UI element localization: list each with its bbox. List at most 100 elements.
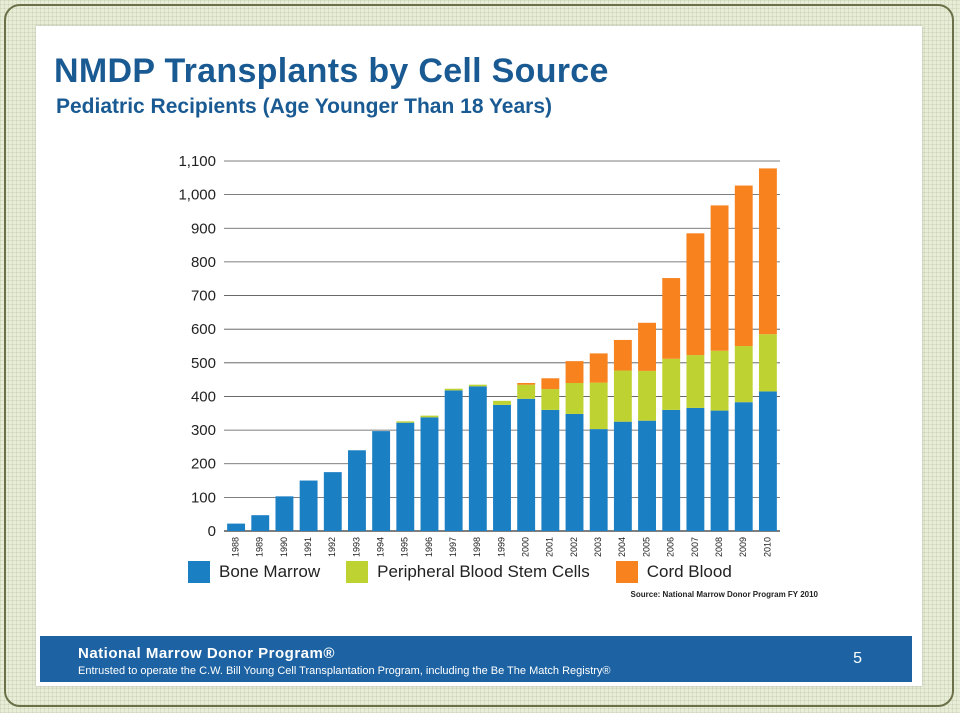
x-tick-label: 2006 [666, 537, 676, 557]
bar-segment [348, 450, 366, 531]
bar-segment [541, 389, 560, 410]
bar-segment [758, 168, 777, 335]
bar-segment [686, 233, 705, 356]
bar-segment [662, 358, 681, 410]
bar-segment [734, 346, 753, 403]
y-tick-label: 600 [191, 321, 216, 338]
page-number: 5 [853, 650, 862, 667]
x-tick-label: 2010 [762, 537, 772, 557]
bar-segment [517, 398, 536, 531]
bar-segment [565, 413, 584, 531]
footer-banner: National Marrow Donor Program® Entrusted… [40, 636, 912, 682]
bar-segment [517, 383, 536, 385]
bar-segment [710, 350, 729, 411]
bar-segment [734, 185, 753, 346]
y-tick-label: 1,100 [178, 153, 216, 170]
bar-segment [589, 429, 608, 531]
legend-label: Peripheral Blood Stem Cells [377, 562, 590, 581]
x-tick-label: 1996 [424, 537, 434, 557]
bar-segment [710, 410, 729, 531]
legend-item: Cord Blood [615, 561, 732, 583]
bar-segment [638, 370, 656, 421]
bar-segment [638, 322, 656, 371]
x-tick-label: 2003 [593, 537, 603, 557]
footer-title: National Marrow Donor Program® [78, 645, 335, 662]
x-tick-label: 2008 [714, 537, 724, 557]
x-tick-label: 1991 [303, 537, 313, 557]
bar-segment [299, 480, 318, 531]
bar-segment [227, 523, 246, 531]
bar-segment [565, 361, 584, 383]
y-tick-label: 100 [191, 489, 216, 506]
x-tick-label: 1999 [496, 537, 506, 557]
bar-segment [589, 353, 608, 383]
bar-segment [589, 382, 608, 430]
source-note: Source: National Marrow Donor Program FY… [630, 590, 818, 599]
y-tick-label: 300 [191, 422, 216, 439]
footer-subtitle: Entrusted to operate the C.W. Bill Young… [78, 665, 611, 677]
bar-segment [323, 472, 342, 531]
x-tick-label: 2001 [545, 537, 555, 557]
bar-segment [420, 417, 439, 531]
page-title: NMDP Transplants by Cell Source [54, 52, 609, 90]
bar-segment [565, 383, 584, 414]
x-tick-label: 1988 [230, 537, 240, 557]
bar-segment [710, 205, 729, 351]
bar-segment [468, 384, 487, 387]
bar-segment [444, 388, 463, 391]
x-tick-label: 2007 [690, 537, 700, 557]
bar-segment [662, 409, 681, 531]
page-subtitle: Pediatric Recipients (Age Younger Than 1… [56, 95, 553, 118]
bar-segment [493, 400, 511, 405]
legend-label: Cord Blood [646, 562, 732, 581]
legend-swatch [188, 561, 210, 583]
y-tick-label: 1,000 [178, 187, 216, 204]
bar-segment [493, 404, 511, 531]
bar-segment [444, 390, 463, 531]
bar-segment [758, 391, 777, 531]
x-tick-label: 1992 [327, 537, 337, 557]
legend-item: Bone Marrow [188, 561, 320, 583]
y-tick-label: 200 [191, 456, 216, 473]
x-tick-label: 2000 [521, 537, 531, 557]
y-tick-label: 500 [191, 355, 216, 372]
x-tick-label: 1993 [351, 537, 361, 557]
legend-swatch [346, 561, 369, 583]
x-tick-label: 1990 [279, 537, 289, 557]
bar-segment [541, 409, 560, 531]
bar-segment [758, 334, 777, 392]
x-tick-label: 2002 [569, 537, 579, 557]
bar-segment [251, 515, 270, 531]
bar-segment [396, 421, 415, 423]
x-tick-label: 1995 [400, 537, 410, 557]
bar-segment [517, 384, 536, 399]
y-tick-label: 800 [191, 254, 216, 271]
bar-segment [468, 386, 487, 531]
legend-swatch [615, 561, 638, 583]
bar-segment [734, 402, 753, 531]
y-tick-label: 900 [191, 220, 216, 237]
bar-segment [613, 421, 632, 531]
bar-segment [372, 431, 391, 531]
legend-item: Peripheral Blood Stem Cells [346, 561, 590, 583]
x-tick-label: 1997 [448, 537, 458, 557]
bar-segment [686, 407, 705, 531]
y-tick-label: 400 [191, 388, 216, 405]
bar-segment [613, 339, 632, 371]
legend-label: Bone Marrow [219, 562, 321, 581]
bar-segment [686, 355, 705, 408]
window-frame [4, 4, 954, 707]
x-tick-label: 2009 [738, 537, 748, 557]
x-tick-label: 1994 [376, 537, 386, 557]
chart-legend: Bone Marrow Peripheral Blood Stem Cells Co… [188, 557, 732, 587]
bar-segment [396, 422, 415, 531]
bar-chart: 0 100 200 300 400 500 600 700 800 900 1,000 1,100 19… [178, 153, 780, 557]
bar-segment [420, 415, 439, 418]
y-tick-label: 0 [208, 523, 216, 540]
bar-segment [275, 496, 294, 531]
bar-segment [613, 370, 632, 422]
x-tick-label: 2005 [641, 537, 651, 557]
bar-segment [638, 420, 656, 531]
bar-segment [541, 378, 560, 390]
x-tick-label: 1998 [472, 537, 482, 557]
